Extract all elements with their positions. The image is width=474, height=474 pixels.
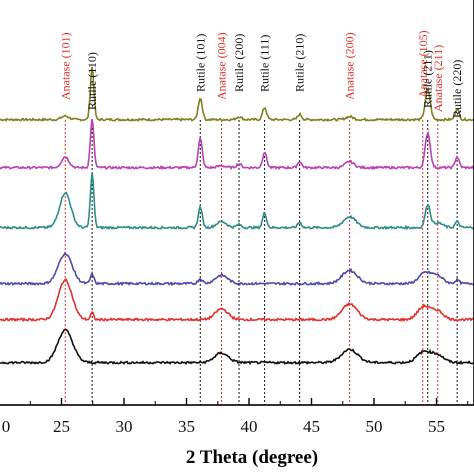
peak-label-5: Rutile (111) <box>258 35 272 92</box>
x-tick-label-2: 30 <box>116 417 133 436</box>
plot-frame <box>0 0 474 406</box>
peak-label-0: Anatase (101) <box>58 32 72 100</box>
peak-label-9: Rutile (211) <box>421 50 435 108</box>
x-tick-label-3: 35 <box>178 417 195 436</box>
peak-label-7: Anatase (200) <box>343 32 357 100</box>
peak-label-2: Rutile (101) <box>193 34 207 92</box>
peak-label-11: Rutile (220) <box>450 60 464 118</box>
x-tick-label-5: 45 <box>303 417 320 436</box>
peak-label-8: Anatase (105) <box>416 30 430 98</box>
xrd-series-2 <box>0 118 474 171</box>
x-tick-label-7: 55 <box>428 417 445 436</box>
peak-label-1: Rutile (110) <box>85 52 99 110</box>
x-tick-label-1: 25 <box>53 417 70 436</box>
xrd-series-1 <box>0 66 474 122</box>
x-axis-title: 2 Theta (degree) <box>186 447 318 468</box>
peak-label-4: Rutile (200) <box>232 34 246 92</box>
xrd-series-3 <box>0 172 474 231</box>
series-lines <box>0 66 474 366</box>
x-axis-ticks: 0 25 30 35 40 45 50 55 <box>2 398 469 436</box>
xrd-series-4 <box>0 251 474 287</box>
x-tick-label-6: 50 <box>366 417 383 436</box>
xrd-series-6 <box>0 328 474 366</box>
peak-label-6: Rutile (210) <box>293 34 307 92</box>
x-tick-label-4: 40 <box>241 417 258 436</box>
x-tick-label-0: 0 <box>2 417 11 436</box>
reference-lines <box>64 120 458 405</box>
peak-label-3: Anatase (004) <box>215 32 229 100</box>
xrd-series-5 <box>0 278 474 323</box>
peak-label-10: Anatase (211) <box>431 45 445 112</box>
peak-labels: Anatase (101) Rutile (110) Rutile (101) Ana… <box>58 30 464 118</box>
